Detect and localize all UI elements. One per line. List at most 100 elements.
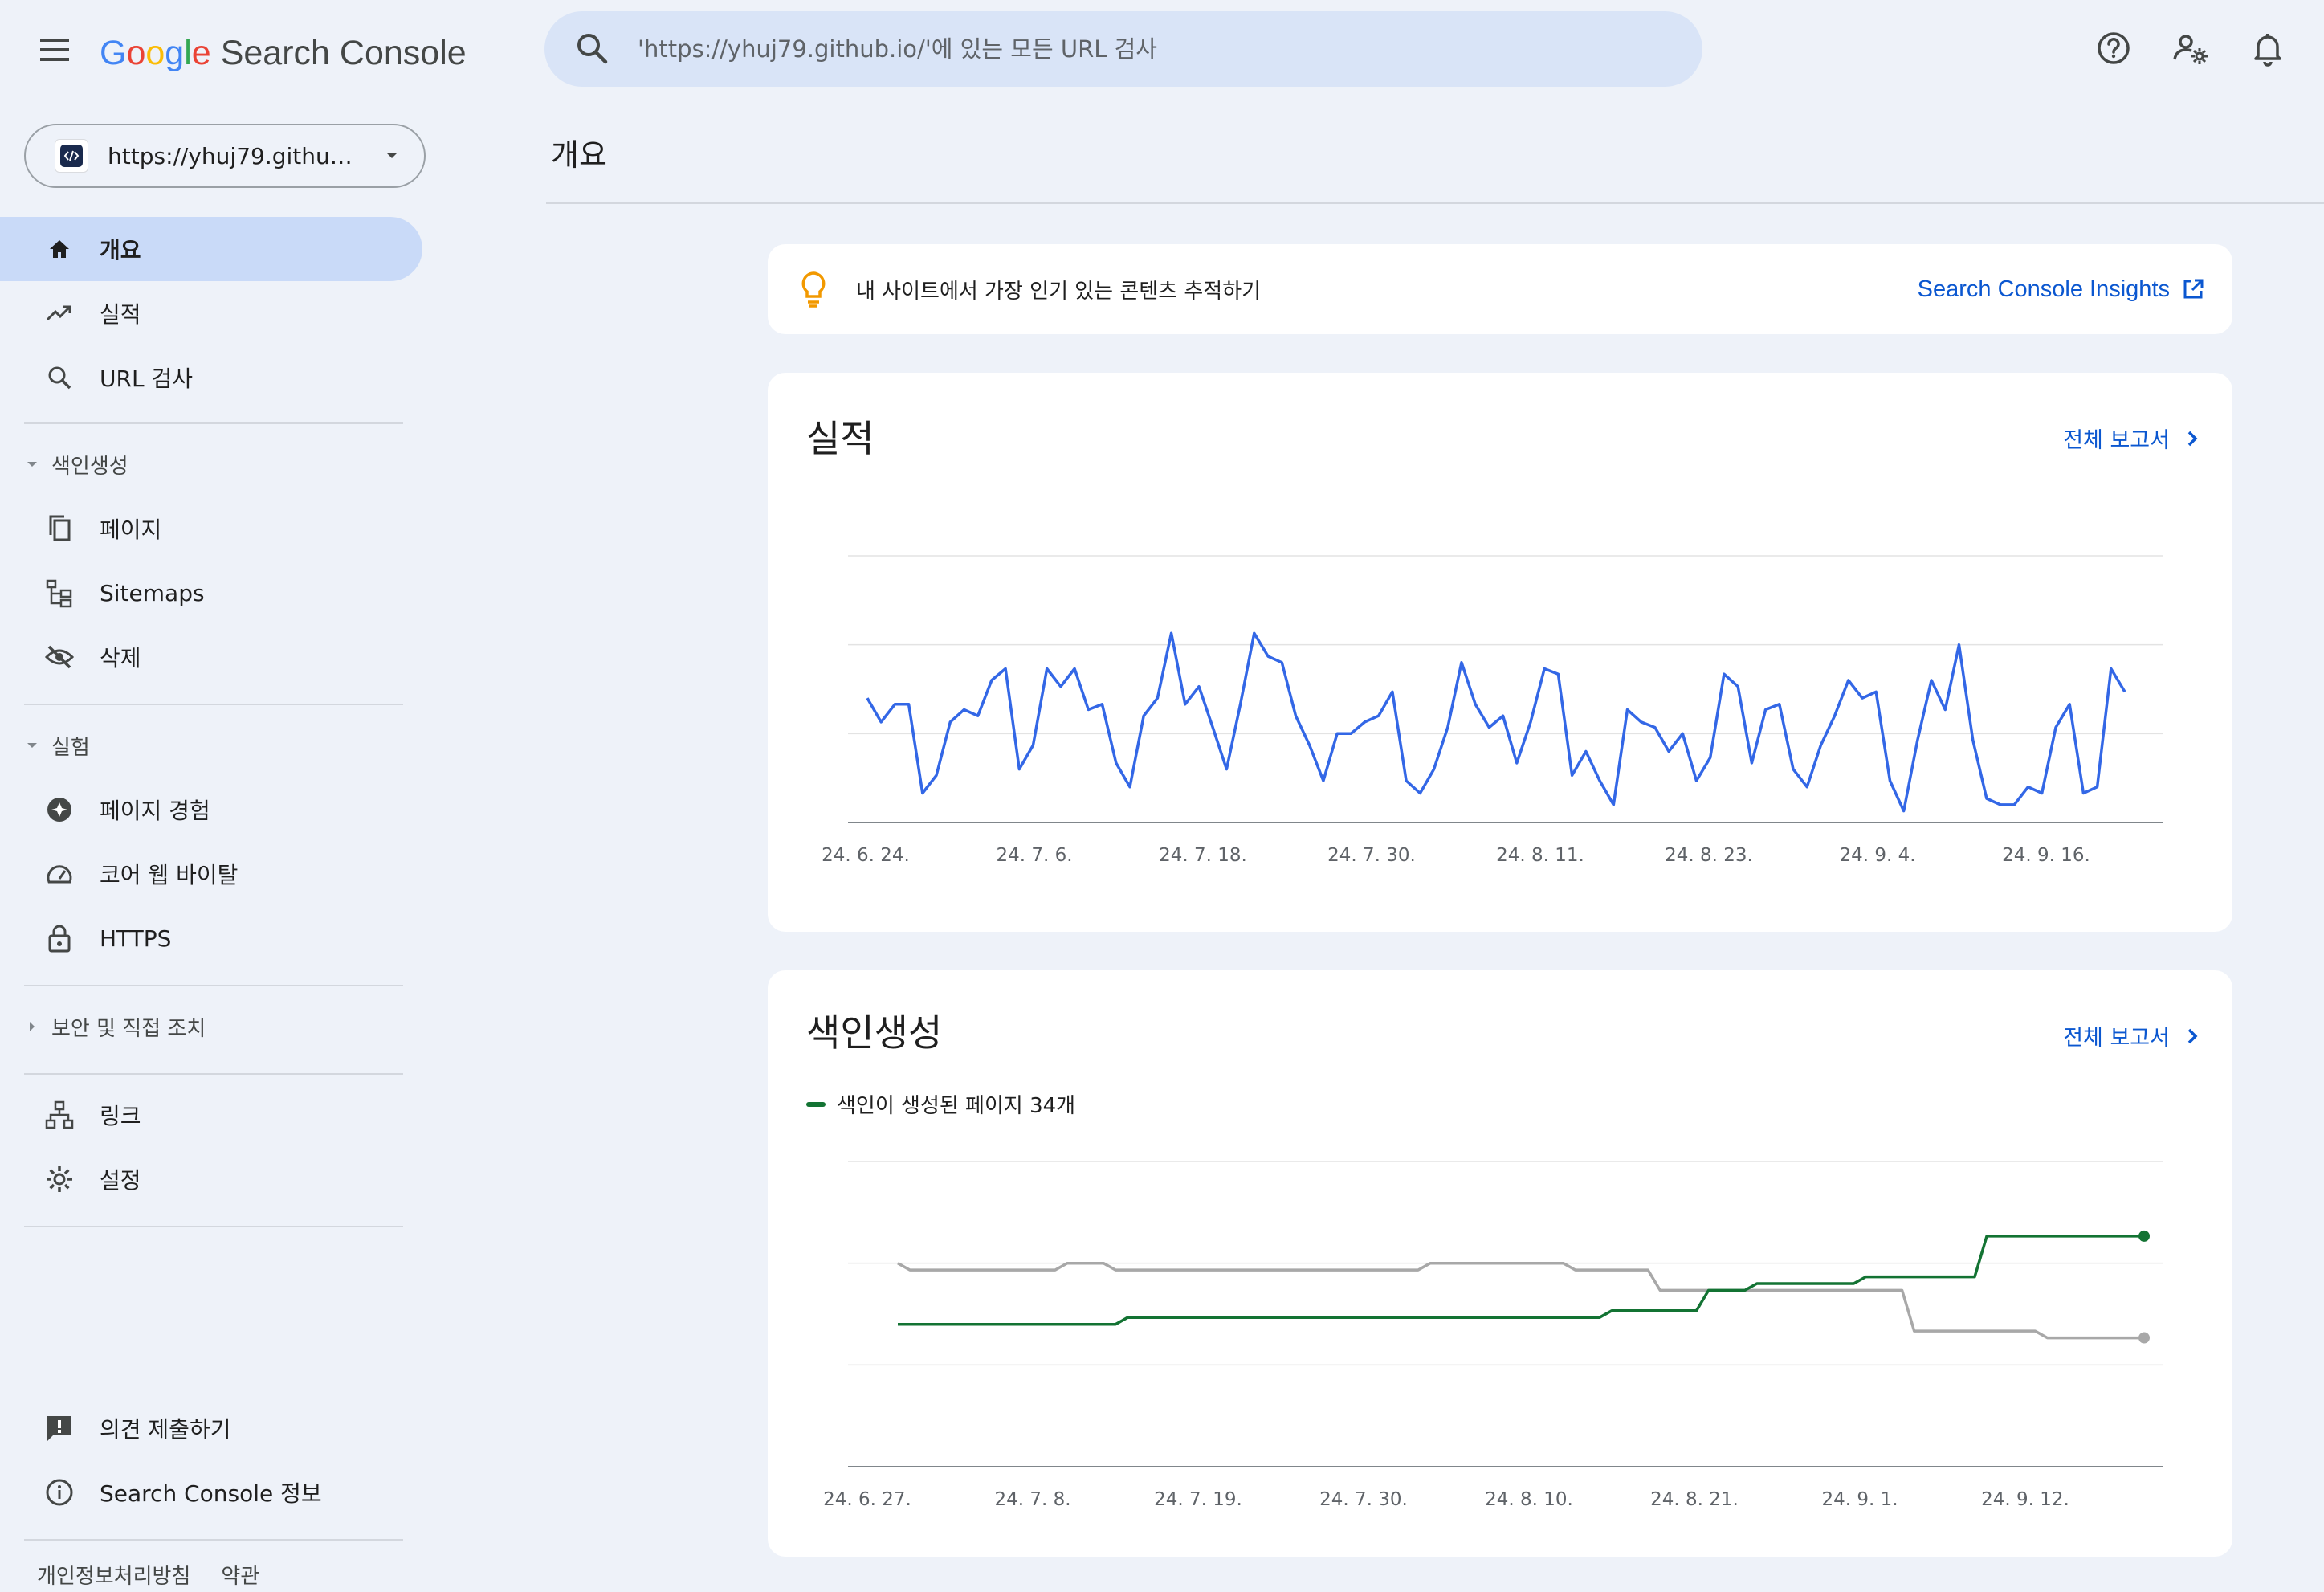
nav-label: URL 검사 — [100, 365, 193, 392]
sitemap-icon — [42, 575, 77, 610]
speed-gauge-icon — [42, 856, 77, 892]
section-indexing-toggle[interactable]: 색인생성 — [24, 440, 128, 488]
google-wordmark: Google — [100, 33, 211, 73]
nav-label: 코어 웹 바이탈 — [100, 862, 239, 888]
x-tick-label: 24. 7. 6. — [996, 845, 1072, 866]
bell-icon — [2254, 34, 2281, 67]
dropdown-arrow-icon — [386, 153, 398, 158]
indexing-line-chart[interactable]: 24. 6. 27. 24. 7. 8. 24. 7. 19. 24. 7. 30. 2… — [768, 970, 2232, 1557]
x-tick-label: 24. 7. 30. — [1319, 1489, 1408, 1510]
x-tick-label: 24. 8. 23. — [1665, 845, 1753, 866]
search-input[interactable] — [636, 35, 1667, 63]
legend-label: 색인이 생성된 페이지 34개 — [837, 1094, 1076, 1118]
full-report-label: 전체 보고서 — [2063, 1026, 2170, 1051]
sidebar-divider — [24, 985, 403, 986]
x-tick-label: 24. 7. 19. — [1154, 1489, 1242, 1510]
open-in-new-icon — [2183, 279, 2204, 299]
help-icon — [2098, 32, 2130, 64]
users-settings-button[interactable] — [2167, 24, 2215, 72]
x-tick-label: 24. 6. 24. — [822, 845, 910, 866]
insights-tip-card: 내 사이트에서 가장 인기 있는 콘텐츠 추적하기 Search Console… — [768, 244, 2232, 334]
nav-overview[interactable]: 개요 — [0, 217, 422, 281]
search-console-insights-link[interactable]: Search Console Insights — [1918, 276, 2205, 303]
legend-swatch — [806, 1101, 826, 1107]
nav-page-experience[interactable]: 페이지 경험 — [0, 778, 422, 842]
logo-letter: g — [165, 34, 185, 72]
nav-removals[interactable]: 삭제 — [0, 625, 422, 689]
logo-letter: e — [191, 34, 211, 72]
sidebar-divider — [24, 1226, 403, 1227]
property-url: https://yhuj79.github.io/ — [108, 142, 365, 169]
indexing-legend: 색인이 생성된 페이지 34개 — [806, 1089, 1075, 1119]
lock-icon — [42, 921, 77, 956]
nav-label: Search Console 정보 — [100, 1480, 322, 1507]
terms-link[interactable]: 약관 — [221, 1565, 260, 1589]
nav-about[interactable]: Search Console 정보 — [0, 1460, 422, 1525]
nav-label: 의견 제출하기 — [100, 1416, 231, 1443]
nav-links[interactable]: 링크 — [0, 1083, 422, 1147]
visibility-off-icon — [42, 639, 77, 675]
notifications-button[interactable] — [2244, 24, 2292, 72]
url-inspection-search-bar[interactable] — [544, 11, 1702, 87]
indexing-card: 색인생성 전체 보고서 색인이 생성된 페이지 34개 24. 6. 27. 24… — [768, 970, 2232, 1557]
nav-label: 삭제 — [100, 645, 141, 671]
site-favicon — [55, 139, 88, 173]
x-tick-label: 24. 8. 11. — [1496, 845, 1584, 866]
chevron-right-icon — [2187, 1028, 2198, 1043]
section-title: 색인생성 — [51, 454, 128, 479]
nav-label: 설정 — [100, 1167, 141, 1194]
footer-links: 개인정보처리방침 약관 — [37, 1560, 259, 1590]
code-icon — [60, 145, 83, 167]
expand-arrow-icon — [30, 1022, 35, 1031]
nav-settings[interactable]: 설정 — [0, 1147, 422, 1211]
nav-core-web-vitals[interactable]: 코어 웹 바이탈 — [0, 842, 422, 906]
performance-card: 실적 전체 보고서 24. 6. 24. 24. 7. 6. 24. 7. 18. 2… — [768, 373, 2232, 932]
nav-label: Sitemaps — [100, 579, 205, 606]
search-icon — [577, 34, 608, 64]
performance-full-report-link[interactable]: 전체 보고서 — [2063, 422, 2200, 454]
series-line — [898, 1235, 2144, 1326]
pages-icon — [42, 511, 77, 546]
chevron-right-icon — [2187, 431, 2198, 446]
indexing-full-report-link[interactable]: 전체 보고서 — [2063, 1020, 2200, 1051]
main-menu-button[interactable] — [29, 29, 84, 71]
nav-performance[interactable]: 실적 — [0, 281, 422, 345]
x-tick-label: 24. 8. 21. — [1650, 1489, 1739, 1510]
nav-label: 링크 — [100, 1103, 141, 1129]
page-title: 개요 — [551, 137, 607, 173]
nav-url-inspection[interactable]: URL 검사 — [0, 345, 422, 410]
full-report-label: 전체 보고서 — [2063, 428, 2170, 453]
x-tick-label: 24. 9. 16. — [2002, 845, 2090, 866]
performance-line-chart[interactable]: 24. 6. 24. 24. 7. 6. 24. 7. 18. 24. 7. 30. 2… — [768, 373, 2232, 932]
section-experience-toggle[interactable]: 실험 — [24, 721, 90, 769]
x-tick-label: 24. 9. 1. — [1821, 1489, 1898, 1510]
nav-label: HTTPS — [100, 925, 172, 952]
nav-feedback[interactable]: 의견 제출하기 — [0, 1396, 422, 1460]
collapse-arrow-icon — [27, 743, 37, 748]
property-selector[interactable]: https://yhuj79.github.io/ — [24, 124, 426, 188]
x-tick-label: 24. 7. 30. — [1327, 845, 1416, 866]
privacy-policy-link[interactable]: 개인정보처리방침 — [37, 1565, 191, 1589]
nav-sitemaps[interactable]: Sitemaps — [0, 561, 422, 625]
search-console-logo[interactable]: Google Search Console — [100, 29, 467, 77]
search-icon — [42, 360, 77, 395]
sidebar-divider — [24, 1073, 403, 1075]
section-title: 실험 — [51, 735, 90, 760]
feedback-icon — [42, 1410, 77, 1446]
manage-accounts-icon — [2173, 35, 2208, 64]
product-name: Search Console — [220, 33, 467, 72]
section-security-toggle[interactable]: 보안 및 직접 조치 — [24, 1002, 206, 1051]
logo-letter: o — [145, 34, 165, 72]
x-tick-label: 24. 7. 18. — [1159, 845, 1247, 866]
settings-icon — [42, 1161, 77, 1197]
help-button[interactable] — [2090, 24, 2138, 72]
tip-text: 내 사이트에서 가장 인기 있는 콘텐츠 추적하기 — [856, 279, 1262, 304]
series-end-point — [2138, 1230, 2150, 1242]
x-tick-label: 24. 8. 10. — [1485, 1489, 1573, 1510]
nav-pages[interactable]: 페이지 — [0, 496, 422, 561]
trending-up-icon — [42, 296, 77, 331]
logo-letter: o — [126, 34, 146, 72]
nav-https[interactable]: HTTPS — [0, 906, 422, 970]
x-tick-label: 24. 9. 12. — [1981, 1489, 2069, 1510]
lightbulb-icon — [801, 271, 826, 308]
